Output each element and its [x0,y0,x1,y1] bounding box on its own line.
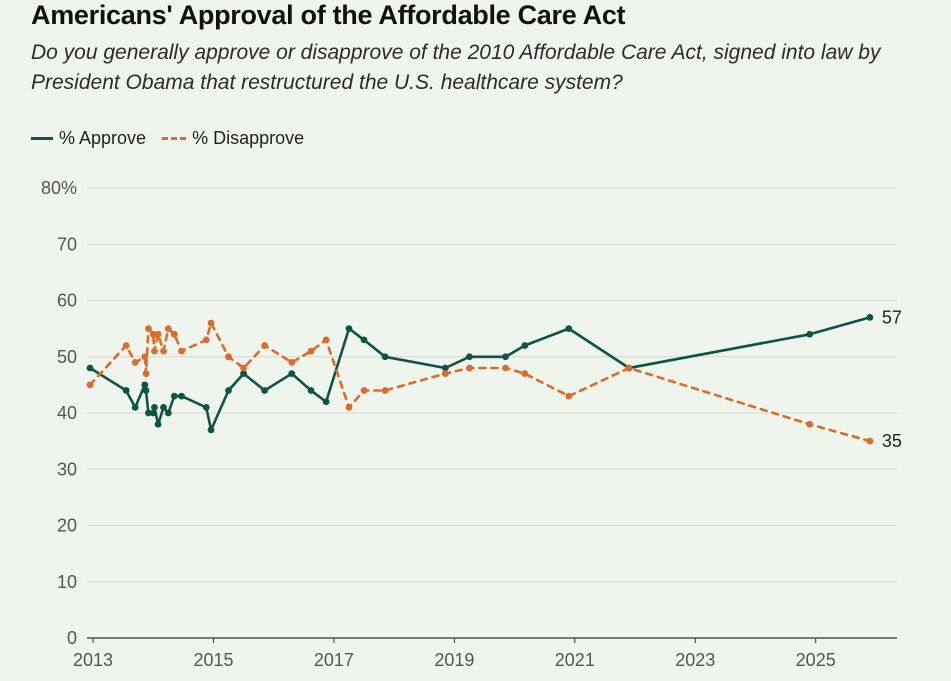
data-point-disapprove-28 [565,392,573,400]
data-point-approve-21 [345,325,353,333]
data-point-approve-19 [307,387,315,394]
data-point-approve-25 [466,353,473,361]
data-point-disapprove-0 [86,381,94,389]
legend-label-disapprove: % Disapprove [192,128,305,148]
data-point-disapprove-26 [502,364,509,372]
x-tick-label-2013: 2013 [73,650,113,670]
data-point-approve-22 [360,336,368,344]
data-point-disapprove-18 [288,358,296,366]
legend-item-approve: % Approve [31,128,146,149]
data-point-approve-13 [202,403,210,411]
y-tick-label-60: 60 [57,291,77,311]
data-point-disapprove-30 [806,420,814,428]
data-point-approve-20 [322,398,330,406]
data-point-approve-17 [261,387,269,394]
legend-swatch-approve [31,137,53,140]
data-point-disapprove-20 [322,336,330,344]
x-tick-label-2021: 2021 [555,650,595,670]
data-point-disapprove-3 [141,353,149,361]
data-point-disapprove-8 [154,330,162,338]
data-point-approve-5 [145,409,152,417]
data-point-disapprove-2 [131,358,139,366]
data-point-approve-14 [207,426,215,434]
data-point-disapprove-21 [345,403,353,411]
data-point-approve-3 [141,381,149,389]
data-point-approve-16 [240,370,247,378]
gridlines [87,187,897,583]
data-point-disapprove-24 [441,370,449,378]
y-tick-label-20: 20 [57,516,77,536]
data-point-disapprove-11 [170,330,178,338]
data-labels: 57 35 [882,307,902,451]
chart-title: Americans' Approval of the Affordable Ca… [31,0,626,30]
chart-legend: % Approve % Disapprove [31,128,320,149]
y-tick-label-50: 50 [57,347,77,367]
data-point-approve-11 [170,392,178,400]
series-lines [88,316,872,443]
data-point-approve-1 [122,387,130,394]
data-point-approve-12 [178,392,185,400]
data-point-approve-30 [806,330,814,338]
data-point-disapprove-16 [240,364,247,372]
data-point-approve-8 [154,420,162,428]
x-tick-label-2023: 2023 [675,650,715,670]
data-point-approve-23 [381,353,389,361]
data-point-approve-28 [565,325,573,333]
data-point-disapprove-27 [521,370,529,378]
data-point-disapprove-10 [164,325,172,333]
y-tick-label-30: 30 [57,459,77,479]
x-tick-label-2019: 2019 [434,650,474,670]
data-point-approve-2 [131,403,139,411]
data-point-disapprove-9 [160,347,167,355]
data-point-approve-24 [441,364,449,372]
end-label-disapprove: 35 [882,431,902,451]
data-point-disapprove-22 [360,387,368,394]
data-point-disapprove-17 [261,342,269,349]
x-tick-label-2017: 2017 [314,650,354,670]
legend-label-approve: % Approve [59,128,147,148]
data-point-approve-10 [164,409,172,417]
data-point-disapprove-12 [178,347,185,355]
data-point-disapprove-23 [381,387,389,394]
axes: 0 10 20 30 40 50 60 70 80% 2013 2015 2017 2019 2021 20… [41,178,897,670]
data-point-approve-0 [86,364,94,372]
end-label-approve: 57 [882,307,902,327]
data-point-disapprove-7 [151,347,158,355]
x-tick-label-2015: 2015 [193,650,233,670]
data-point-disapprove-31 [866,437,874,445]
y-tick-label-10: 10 [57,572,77,592]
data-point-disapprove-4 [142,370,150,378]
y-tick-label-80: 80% [41,178,77,198]
data-point-approve-18 [288,370,296,378]
y-tick-label-40: 40 [57,403,77,423]
data-point-disapprove-29 [625,364,633,372]
data-point-disapprove-25 [466,364,473,372]
data-point-disapprove-1 [122,342,130,349]
data-point-disapprove-6 [149,330,157,338]
data-point-approve-26 [502,353,509,361]
x-tick-label-2025: 2025 [796,650,836,670]
data-point-approve-6 [149,409,157,417]
legend-swatch-disapprove [162,137,187,140]
data-point-disapprove-14 [207,319,215,327]
chart-subtitle: Do you generally approve or disapprove o… [31,41,881,94]
data-point-disapprove-15 [225,353,232,361]
data-point-approve-15 [225,387,232,394]
data-point-approve-9 [160,403,167,411]
data-point-approve-27 [521,342,529,349]
data-point-disapprove-13 [202,336,210,344]
data-point-approve-31 [866,313,874,321]
data-points [86,313,874,445]
data-point-approve-4 [142,387,150,394]
legend-item-disapprove: % Disapprove [162,128,304,149]
y-tick-label-70: 70 [57,234,77,254]
data-point-disapprove-5 [145,325,152,333]
data-point-approve-7 [151,403,158,411]
y-tick-label-0: 0 [67,628,77,648]
data-point-disapprove-19 [307,347,315,355]
